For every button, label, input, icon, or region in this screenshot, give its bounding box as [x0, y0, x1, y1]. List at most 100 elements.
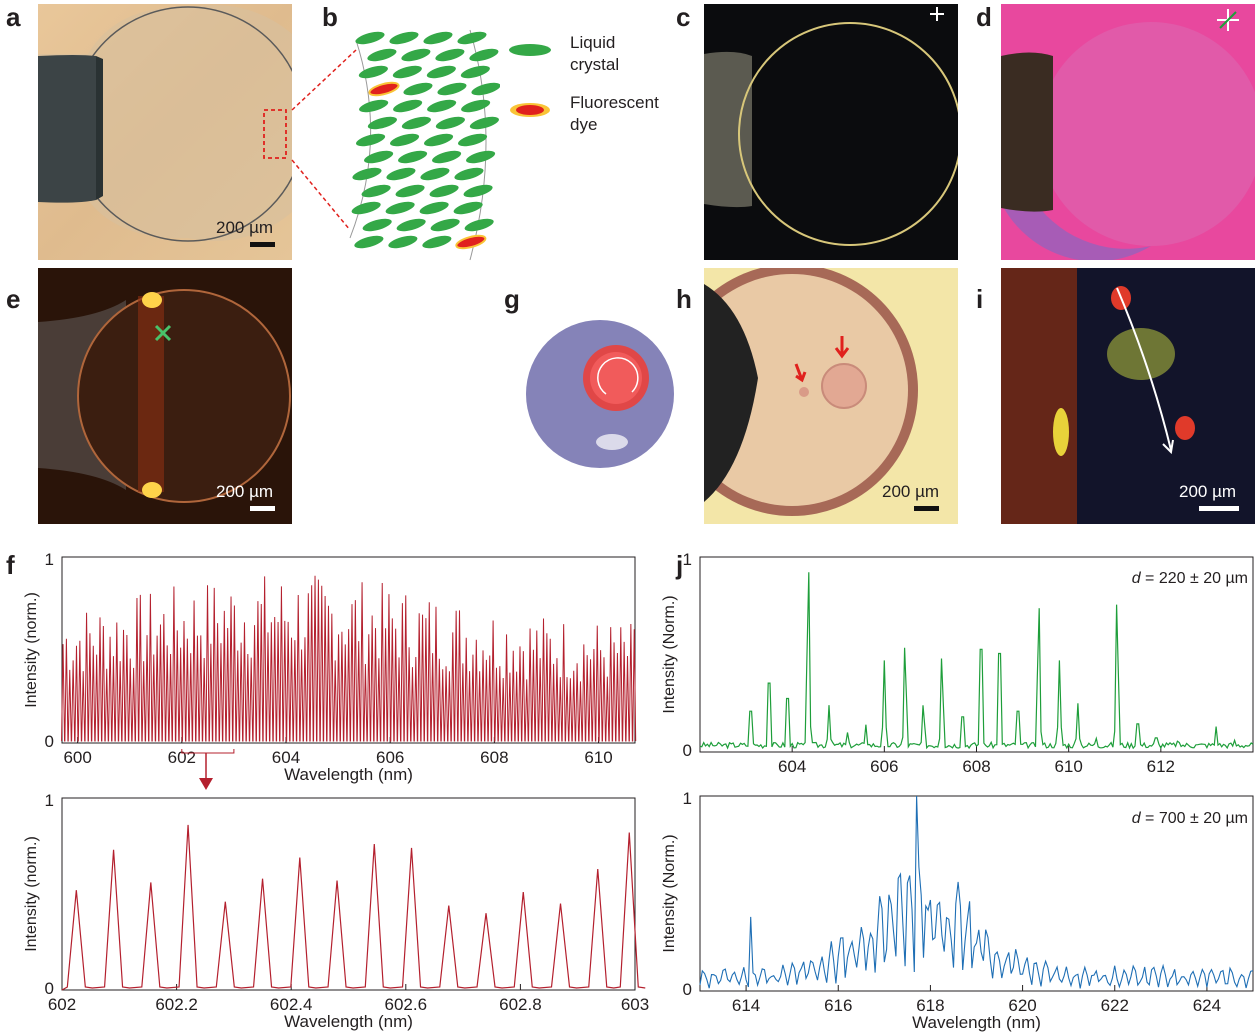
- j-top-xtick-label: 606: [870, 757, 898, 776]
- panel-a-droplet-drawing: [38, 5, 292, 242]
- panel-c-micrograph: [704, 4, 958, 260]
- f-top-xtick-label: 610: [584, 748, 612, 767]
- f-top-xtick-label: 604: [272, 748, 300, 767]
- scale-bar-text-h: 200 µm: [882, 482, 940, 501]
- panel-h-micrograph: 200 µm: [704, 268, 958, 524]
- lc-molecule: [469, 116, 499, 130]
- lc-molecule: [432, 150, 462, 164]
- panel-label-d: d: [976, 2, 992, 32]
- lc-molecule: [388, 235, 418, 249]
- lc-molecule: [403, 82, 433, 96]
- zoom-arrow-head: [199, 778, 213, 790]
- j-bottom-xlabel: Wavelength (nm): [912, 1013, 1041, 1032]
- j-bottom-xtick-label: 614: [732, 996, 760, 1015]
- lc-molecule: [435, 116, 465, 130]
- lc-molecule: [427, 99, 457, 113]
- j-bottom-xtick-label: 616: [824, 996, 852, 1015]
- f-top-ylabel: Intensity (norm.): [23, 592, 40, 708]
- panel-label-g: g: [504, 284, 520, 314]
- lc-molecule: [420, 167, 450, 181]
- j-top-annotation: d = 220 ± 20 µm: [1132, 570, 1248, 587]
- lc-molecule: [429, 184, 459, 198]
- scale-bar-e: [250, 506, 275, 511]
- f-bottom-xtick-label: 602.8: [499, 995, 542, 1014]
- lc-molecule: [426, 65, 456, 79]
- lc-molecule: [469, 48, 499, 62]
- lc-molecule: [463, 184, 493, 198]
- panel-b-schematic: [291, 29, 500, 261]
- lc-molecule: [430, 218, 460, 232]
- lc-molecule: [367, 48, 397, 62]
- lc-molecule: [466, 150, 496, 164]
- panel-g-illustration: [526, 320, 674, 468]
- f-top-frame: [61, 556, 636, 744]
- dye-molecule: [368, 81, 400, 97]
- panel-label-f: f: [6, 550, 15, 580]
- lc-molecule: [453, 201, 483, 215]
- panel-e-micrograph: 200 µm: [38, 268, 292, 524]
- lc-molecule-grid: [351, 31, 500, 250]
- lc-molecule: [396, 218, 426, 232]
- f-top-ytick-1: 1: [45, 550, 54, 569]
- lc-molecule: [356, 133, 386, 147]
- panel-label-a: a: [6, 2, 21, 32]
- f-top-xlabel: Wavelength (nm): [284, 765, 413, 784]
- f-bottom-xtick-label: 603: [621, 995, 649, 1014]
- scale-bar-h: [914, 506, 939, 511]
- lc-molecule: [471, 82, 500, 96]
- scale-bar-a: [250, 242, 275, 247]
- f-bottom-xtick-label: 602.2: [155, 995, 198, 1014]
- lc-molecule: [395, 184, 425, 198]
- j-bottom-xtick-label: 618: [916, 996, 944, 1015]
- lc-molecule: [367, 116, 397, 130]
- f-bottom-xtick-label: 602: [48, 995, 76, 1014]
- lc-molecule: [393, 99, 423, 113]
- scale-bar-text-e: 200 µm: [216, 482, 274, 501]
- lc-molecule: [464, 218, 494, 232]
- lc-molecule: [398, 150, 428, 164]
- f-bottom-xtick-label: 602.4: [270, 995, 313, 1014]
- f-top-xtick-label: 606: [376, 748, 404, 767]
- f-top-xtick-label: 608: [480, 748, 508, 767]
- legend-dye-icon: [510, 103, 550, 117]
- j-top-xtick-label: 612: [1147, 757, 1175, 776]
- scale-bar-text-i: 200 µm: [1179, 482, 1237, 501]
- lc-molecule: [361, 184, 391, 198]
- f-bottom-series: [61, 824, 646, 991]
- j-top-series: [699, 572, 1254, 750]
- lc-molecule: [390, 133, 420, 147]
- f-top-ytick-0: 0: [45, 732, 54, 751]
- lc-molecule: [355, 31, 385, 45]
- lc-molecule: [354, 235, 384, 249]
- j-bottom-frame: [699, 795, 1254, 992]
- lc-molecule: [362, 218, 392, 232]
- f-top-xtick-label: 600: [63, 748, 91, 767]
- lc-molecule: [389, 31, 419, 45]
- lc-molecule: [437, 82, 467, 96]
- lc-molecule: [401, 116, 431, 130]
- lc-molecule: [454, 167, 484, 181]
- panel-a-micrograph: 200 µm: [38, 4, 292, 260]
- j-top-ytick-0: 0: [683, 741, 692, 760]
- j-top-xtick-label: 608: [962, 757, 990, 776]
- lc-molecule: [392, 65, 422, 79]
- scale-bar-text-a: 200 µm: [216, 218, 274, 237]
- dye-molecule: [455, 234, 487, 250]
- lc-molecule: [424, 133, 454, 147]
- f-bottom-xtick-label: 602.6: [385, 995, 428, 1014]
- lc-molecule: [457, 31, 487, 45]
- j-top-ylabel: Intensity (Norm.): [661, 595, 678, 713]
- f-bottom-ytick-0: 0: [45, 979, 54, 998]
- lc-molecule: [435, 48, 465, 62]
- j-top-ytick-1: 1: [683, 550, 692, 569]
- j-bottom-xtick-label: 622: [1101, 996, 1129, 1015]
- lc-molecule: [461, 99, 491, 113]
- f-bottom-ylabel: Intensity (norm.): [23, 836, 40, 952]
- j-bottom-ytick-0: 0: [683, 980, 692, 999]
- legend-lc-icon: [509, 44, 551, 56]
- f-bottom-frame: [61, 797, 636, 991]
- j-bottom-annotation: d = 700 ± 20 µm: [1132, 810, 1248, 827]
- j-bottom-ylabel: Intensity (Norm.): [661, 834, 678, 952]
- panel-label-c: c: [676, 2, 691, 32]
